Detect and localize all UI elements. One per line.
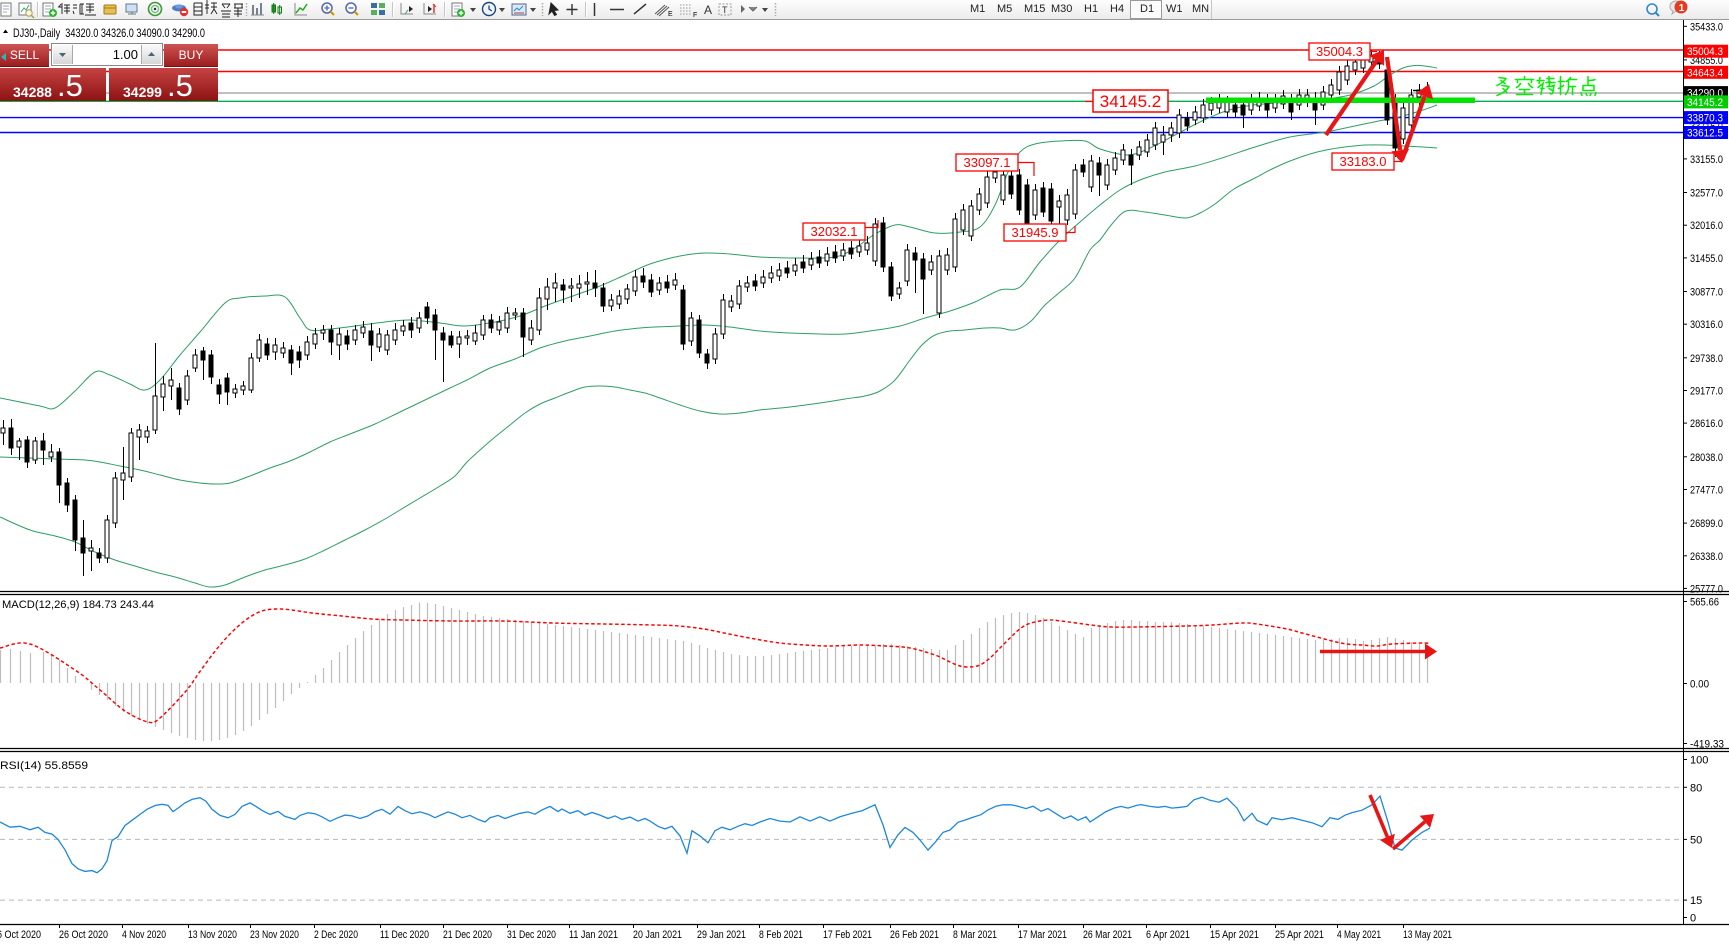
svg-text:34643.4: 34643.4 bbox=[1687, 67, 1723, 79]
svg-text:33155.0: 33155.0 bbox=[1690, 154, 1723, 166]
svg-text:13 Nov 2020: 13 Nov 2020 bbox=[188, 929, 237, 941]
svg-text:17 Mar 2021: 17 Mar 2021 bbox=[1018, 929, 1067, 941]
svg-text:16 Oct 2020: 16 Oct 2020 bbox=[0, 929, 41, 941]
svg-text:21 Dec 2020: 21 Dec 2020 bbox=[443, 929, 492, 941]
svg-text:E: E bbox=[668, 11, 673, 18]
svg-text:11 Jan 2021: 11 Jan 2021 bbox=[569, 929, 618, 941]
svg-text:26 Mar 2021: 26 Mar 2021 bbox=[1083, 929, 1132, 941]
svg-text:28616.0: 28616.0 bbox=[1690, 418, 1723, 430]
svg-text:28038.0: 28038.0 bbox=[1690, 452, 1723, 464]
svg-text:0: 0 bbox=[1690, 913, 1696, 925]
svg-text:35004.3: 35004.3 bbox=[1316, 44, 1363, 59]
svg-text:F: F bbox=[693, 12, 697, 19]
svg-text:A: A bbox=[704, 3, 712, 17]
svg-text:26899.0: 26899.0 bbox=[1690, 518, 1723, 530]
svg-text:23 Nov 2020: 23 Nov 2020 bbox=[250, 929, 299, 941]
svg-text:30316.0: 30316.0 bbox=[1690, 319, 1723, 331]
svg-text:34145.2: 34145.2 bbox=[1100, 92, 1161, 111]
svg-text:RSI(14) 55.8559: RSI(14) 55.8559 bbox=[0, 760, 88, 772]
svg-text:80: 80 bbox=[1690, 782, 1702, 794]
svg-text:29177.0: 29177.0 bbox=[1690, 386, 1723, 398]
svg-text:13 May 2021: 13 May 2021 bbox=[1403, 929, 1452, 941]
svg-text:32577.0: 32577.0 bbox=[1690, 188, 1723, 200]
svg-text:1: 1 bbox=[1679, 3, 1685, 14]
svg-text:31455.0: 31455.0 bbox=[1690, 253, 1723, 265]
svg-text:32016.0: 32016.0 bbox=[1690, 220, 1723, 232]
svg-text:29738.0: 29738.0 bbox=[1690, 353, 1723, 365]
svg-text:25 Apr 2021: 25 Apr 2021 bbox=[1275, 929, 1324, 941]
svg-text:11 Dec 2020: 11 Dec 2020 bbox=[380, 929, 429, 941]
svg-text:27477.0: 27477.0 bbox=[1690, 485, 1723, 497]
svg-text:34855.0: 34855.0 bbox=[1690, 55, 1723, 67]
svg-text:T: T bbox=[722, 5, 728, 15]
svg-text:DJ30-,Daily 34320.0 34326.0 3: DJ30-,Daily 34320.0 34326.0 34090.0 3429… bbox=[13, 26, 205, 40]
svg-text:35433.0: 35433.0 bbox=[1690, 21, 1723, 33]
svg-text:33097.1: 33097.1 bbox=[964, 155, 1011, 170]
svg-text:MACD(12,26,9) 184.73 243.44: MACD(12,26,9) 184.73 243.44 bbox=[2, 599, 154, 611]
svg-text:8 Mar 2021: 8 Mar 2021 bbox=[953, 929, 997, 941]
svg-text:26 Feb 2021: 26 Feb 2021 bbox=[890, 929, 939, 941]
svg-text:17 Feb 2021: 17 Feb 2021 bbox=[823, 929, 872, 941]
svg-text:100: 100 bbox=[1690, 755, 1708, 767]
svg-text:8 Feb 2021: 8 Feb 2021 bbox=[759, 929, 803, 941]
svg-text:26338.0: 26338.0 bbox=[1690, 551, 1723, 563]
svg-text:31945.9: 31945.9 bbox=[1012, 225, 1059, 240]
svg-text:29 Jan 2021: 29 Jan 2021 bbox=[697, 929, 746, 941]
svg-text:26 Oct 2020: 26 Oct 2020 bbox=[59, 929, 108, 941]
svg-text:565.66: 565.66 bbox=[1690, 597, 1719, 609]
svg-text:4 Nov 2020: 4 Nov 2020 bbox=[122, 929, 166, 941]
svg-text:34145.2: 34145.2 bbox=[1687, 97, 1723, 109]
svg-text:50: 50 bbox=[1690, 834, 1702, 846]
svg-text:25777.0: 25777.0 bbox=[1690, 583, 1723, 595]
svg-text:33870.3: 33870.3 bbox=[1687, 113, 1723, 125]
svg-text:35004.3: 35004.3 bbox=[1687, 46, 1723, 58]
svg-text:2 Dec 2020: 2 Dec 2020 bbox=[314, 929, 358, 941]
svg-text:6 Apr 2021: 6 Apr 2021 bbox=[1146, 929, 1190, 941]
svg-text:0.00: 0.00 bbox=[1690, 679, 1709, 691]
svg-text:33183.0: 33183.0 bbox=[1340, 154, 1387, 169]
svg-text:20 Jan 2021: 20 Jan 2021 bbox=[633, 929, 682, 941]
svg-text:31 Dec 2020: 31 Dec 2020 bbox=[507, 929, 556, 941]
svg-text:33612.5: 33612.5 bbox=[1687, 128, 1723, 140]
svg-text:4 May 2021: 4 May 2021 bbox=[1337, 929, 1381, 941]
svg-text:-419.33: -419.33 bbox=[1690, 739, 1724, 751]
svg-text:15 Apr 2021: 15 Apr 2021 bbox=[1210, 929, 1259, 941]
svg-text:30877.0: 30877.0 bbox=[1690, 287, 1723, 299]
svg-text:15: 15 bbox=[1690, 895, 1702, 907]
svg-text:32032.1: 32032.1 bbox=[811, 224, 858, 239]
